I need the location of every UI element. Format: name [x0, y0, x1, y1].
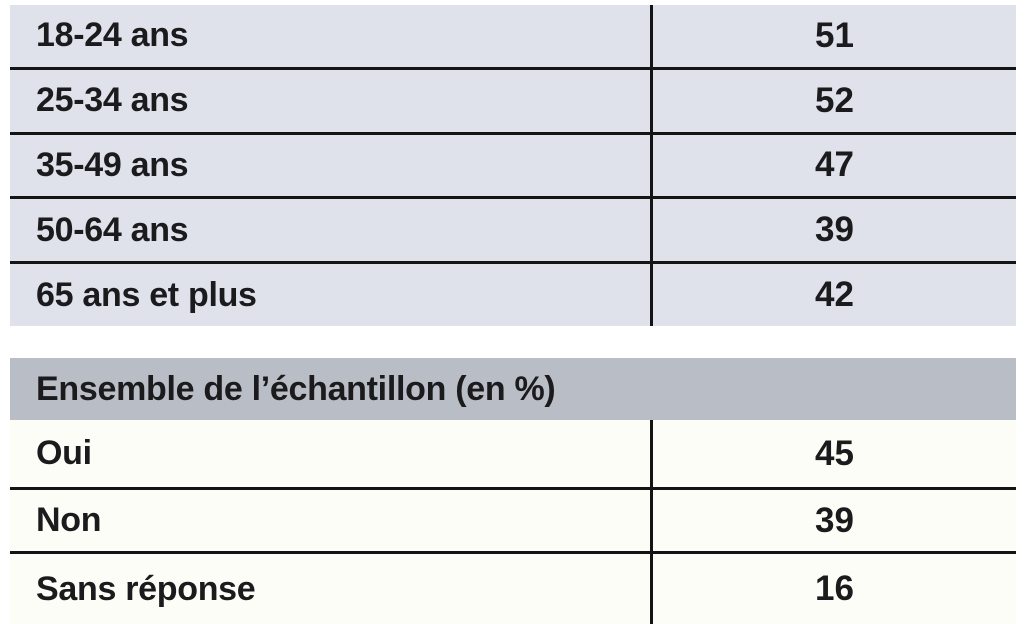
- age-row-value: 51: [650, 5, 1016, 67]
- age-row-label: 18-24 ans: [36, 16, 189, 55]
- answer-row-label: Sans réponse: [36, 569, 256, 608]
- age-row-label: 25-34 ans: [36, 81, 189, 120]
- sample-table: Ensemble de l’échantillon (en %) Oui 45 …: [10, 358, 1016, 624]
- answer-row-value: 39: [650, 490, 1016, 551]
- answer-row-value: 16: [650, 554, 1016, 624]
- sample-table-header: Ensemble de l’échantillon (en %): [10, 358, 1016, 420]
- age-group-table: 18-24 ans 51 25-34 ans 52 35-49 ans 47 5…: [10, 5, 1016, 326]
- age-row-value: 47: [650, 134, 1016, 197]
- age-row-value: 39: [650, 199, 1016, 262]
- age-row-value: 42: [650, 264, 1016, 326]
- table-row: 18-24 ans 51: [10, 5, 1016, 67]
- table-row: 35-49 ans 47: [10, 131, 1016, 197]
- table-row: 25-34 ans 52: [10, 66, 1016, 132]
- age-row-label: 50-64 ans: [36, 210, 189, 249]
- table-row: 50-64 ans 39: [10, 196, 1016, 262]
- age-row-value: 52: [650, 69, 1016, 132]
- age-row-label: 65 ans et plus: [36, 275, 257, 314]
- table-row: Sans réponse 16: [10, 551, 1016, 624]
- answer-row-label: Oui: [36, 434, 92, 472]
- answer-row-value: 45: [650, 420, 1016, 487]
- table-row: Oui 45: [10, 420, 1016, 487]
- age-row-label: 35-49 ans: [36, 145, 189, 184]
- answer-row-label: Non: [36, 501, 102, 539]
- table-row: 65 ans et plus 42: [10, 261, 1016, 326]
- table-row: Non 39: [10, 487, 1016, 551]
